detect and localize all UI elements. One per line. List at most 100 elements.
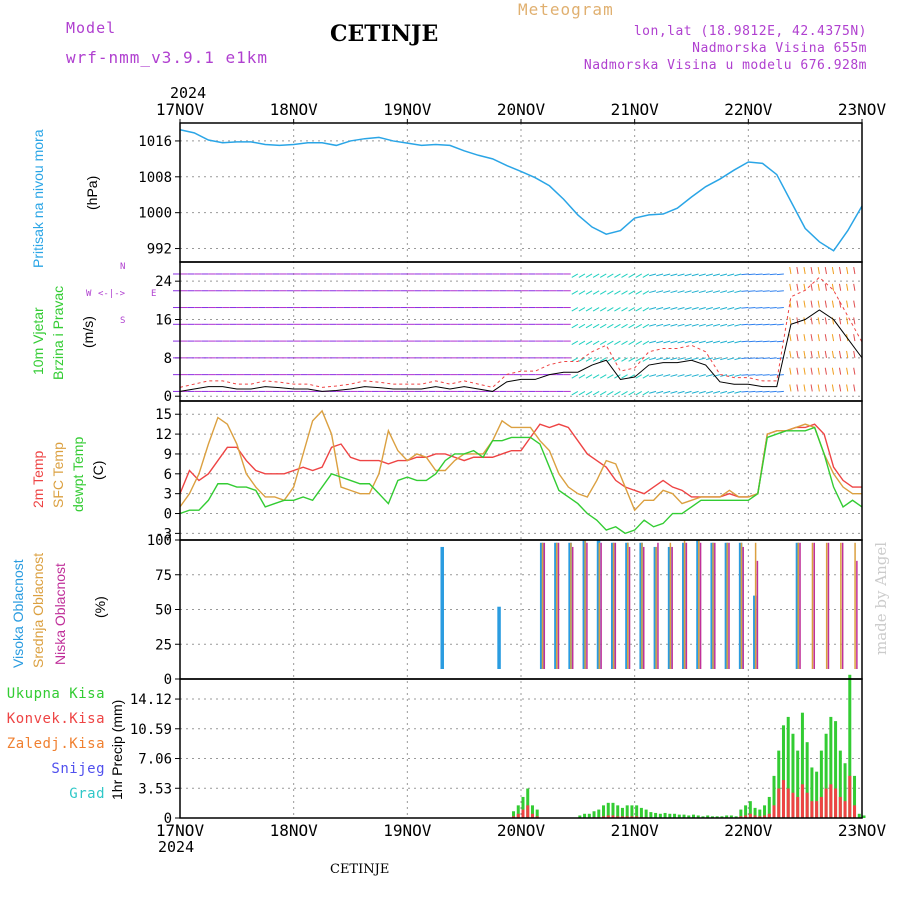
wind-arrow	[734, 290, 742, 294]
precip-bar-1	[535, 816, 539, 818]
wind-arrow	[741, 357, 749, 359]
wind-arrow	[614, 323, 621, 329]
wind-arrow	[713, 390, 721, 394]
compass-west: W	[86, 289, 92, 299]
wind-arrow	[817, 367, 820, 375]
wind-arrow	[585, 390, 593, 396]
year-bottom: 2024	[158, 838, 195, 856]
wind-arrow	[713, 290, 721, 294]
wind-arrow	[796, 334, 799, 342]
precip-bar-1	[606, 815, 610, 818]
wind-arrow	[831, 384, 835, 392]
wind-arrow	[677, 273, 685, 277]
wind-arrow	[698, 323, 706, 327]
precip-bar-0	[843, 763, 847, 818]
wind-arrow	[578, 390, 586, 396]
precip-bar-0	[810, 767, 814, 818]
wind-arrow	[663, 340, 671, 344]
precip-bar-0	[748, 801, 752, 818]
compass-north: N	[120, 262, 126, 272]
wind-arrow	[698, 390, 706, 394]
cloud-ytick-label: 75	[155, 568, 172, 584]
precip-bar-0	[668, 813, 672, 818]
wind-arrow	[670, 374, 678, 377]
wind-arrow	[698, 290, 706, 294]
precip-bar-0	[791, 733, 795, 818]
precip-bar-1	[819, 796, 823, 818]
precip-bar-0	[753, 807, 757, 818]
wind-arrow	[789, 350, 792, 358]
date-label-top: 19NOV	[383, 100, 432, 119]
precip-bar-1	[853, 805, 857, 818]
cloud-bar-0	[568, 542, 572, 669]
wind-panel-frame	[179, 261, 863, 402]
precip-bar-0	[521, 796, 525, 818]
wind-arrow	[810, 317, 813, 325]
compass-east: E	[151, 289, 157, 299]
precip-bar-0	[857, 813, 861, 818]
precip-bar-0	[834, 721, 838, 818]
precip-bar-0	[781, 725, 785, 818]
wind-arrow	[734, 374, 742, 377]
precip-bar-0	[516, 805, 520, 818]
wind-arrow	[649, 307, 657, 310]
wind-arrow	[762, 374, 770, 376]
precip-bar-1	[620, 816, 624, 818]
wind-arrow	[698, 307, 706, 310]
precip-bar-0	[602, 805, 606, 818]
wind-arrow	[578, 357, 586, 362]
precip-bar-0	[763, 805, 767, 818]
wind-arrow	[614, 374, 621, 379]
cloud-bar-1	[811, 542, 814, 669]
wind-arrow	[670, 273, 678, 277]
wind-arrow	[585, 290, 593, 295]
precip-bar-0	[663, 812, 667, 818]
wind-arrow	[649, 273, 657, 277]
precip-bar-1	[838, 796, 842, 818]
wind-arrow	[776, 323, 784, 326]
wind-arrow	[803, 384, 806, 392]
station-title: CETINJE	[330, 21, 439, 47]
cloud-bar-1	[641, 542, 643, 669]
wind-arrow	[621, 390, 628, 396]
wind-ytick-label: 16	[155, 313, 172, 329]
wind-arrow	[691, 273, 699, 277]
wind-arrow	[810, 267, 813, 275]
precip-bar-1	[824, 788, 828, 818]
precip-bar-0	[710, 816, 714, 818]
wind-arrow	[853, 317, 856, 325]
precip-bar-1	[805, 792, 809, 818]
precip-bar-1	[602, 816, 606, 818]
temperature-ytick-label: 12	[155, 427, 172, 443]
precip-legend-grad: Grad	[69, 786, 105, 802]
cloud-bar-2	[813, 542, 816, 669]
wind-arrow	[677, 374, 685, 377]
cloud-bar-2	[614, 542, 617, 669]
wind-arrow	[796, 300, 799, 308]
wind-arrow	[656, 390, 664, 394]
wind-arrow	[741, 323, 749, 326]
wind-arrow	[769, 273, 777, 276]
cloud-bar-0	[667, 546, 672, 669]
wind-arrow	[824, 350, 827, 358]
pressure-ytick-label: 1008	[138, 170, 172, 186]
wind-arrow	[776, 340, 784, 343]
precip-bar-1	[611, 815, 615, 818]
wind-arrow	[789, 384, 792, 392]
wind-arrow	[642, 390, 650, 396]
wind-arrow	[817, 267, 820, 275]
precip-bar-0	[772, 775, 776, 818]
wind-arrow	[635, 323, 643, 329]
wind-arrow	[776, 307, 784, 309]
wind-arrow	[670, 290, 678, 294]
wind-arrow	[607, 273, 614, 278]
wind-arrow	[789, 317, 792, 325]
cloud-ytick-label: 0	[164, 672, 172, 688]
wind-arrow	[592, 390, 600, 396]
precip-bar-1	[777, 788, 781, 818]
wind-arrow	[796, 317, 799, 325]
precip-bar-0	[786, 716, 790, 818]
cloud-ytick-label: 50	[155, 603, 172, 619]
precip-bar-0	[829, 716, 833, 818]
wind-arrow	[769, 340, 777, 343]
